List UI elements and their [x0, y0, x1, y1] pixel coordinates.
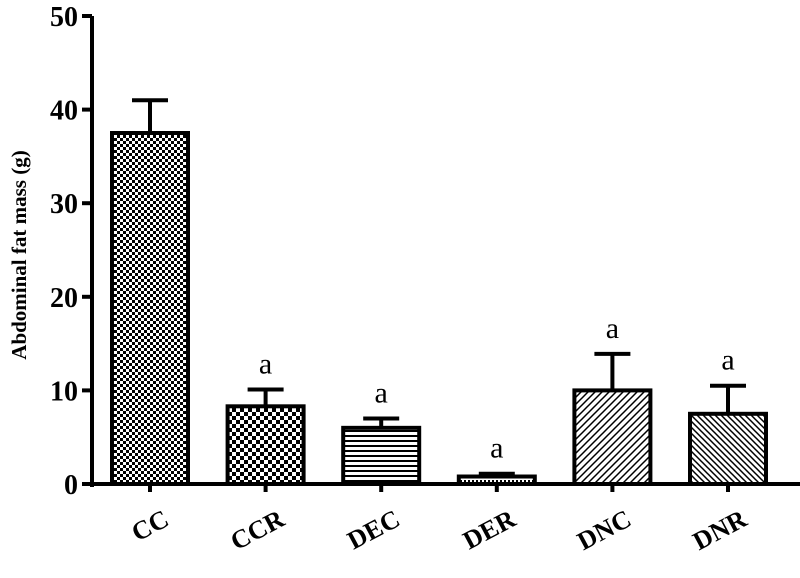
bar-dnr — [688, 411, 768, 486]
significance-label: a — [259, 347, 272, 380]
bar-cc — [110, 131, 190, 486]
bars: a a a a a — [110, 98, 768, 487]
y-tick-label: 20 — [50, 283, 78, 314]
y-tick-label: 50 — [50, 2, 78, 33]
significance-label: a — [721, 344, 734, 377]
bar-dec — [341, 425, 422, 486]
y-ticks: 0 10 20 30 40 50 — [50, 2, 92, 501]
x-axis: CC CCR DEC DER DNC DNR — [90, 482, 800, 556]
y-tick-label: 0 — [64, 470, 78, 501]
y-tick-label: 10 — [50, 376, 78, 407]
bar-ccr — [225, 404, 306, 487]
significance-label: a — [375, 376, 388, 409]
x-tick-label: CCR — [226, 504, 290, 556]
x-tick-label: DEC — [343, 504, 405, 555]
y-tick-label: 40 — [50, 96, 78, 127]
x-tick-label: CC — [127, 504, 174, 547]
bar-dnc — [572, 388, 653, 486]
significance-label: a — [490, 432, 503, 465]
x-tick-label: DNR — [688, 504, 752, 556]
significance-label: a — [606, 312, 619, 345]
y-tick-label: 30 — [50, 189, 78, 220]
x-tick-label: DNC — [572, 504, 635, 556]
x-tick-label: DER — [458, 504, 520, 555]
y-axis-label: Abdominal fat mass (g) — [7, 150, 31, 359]
